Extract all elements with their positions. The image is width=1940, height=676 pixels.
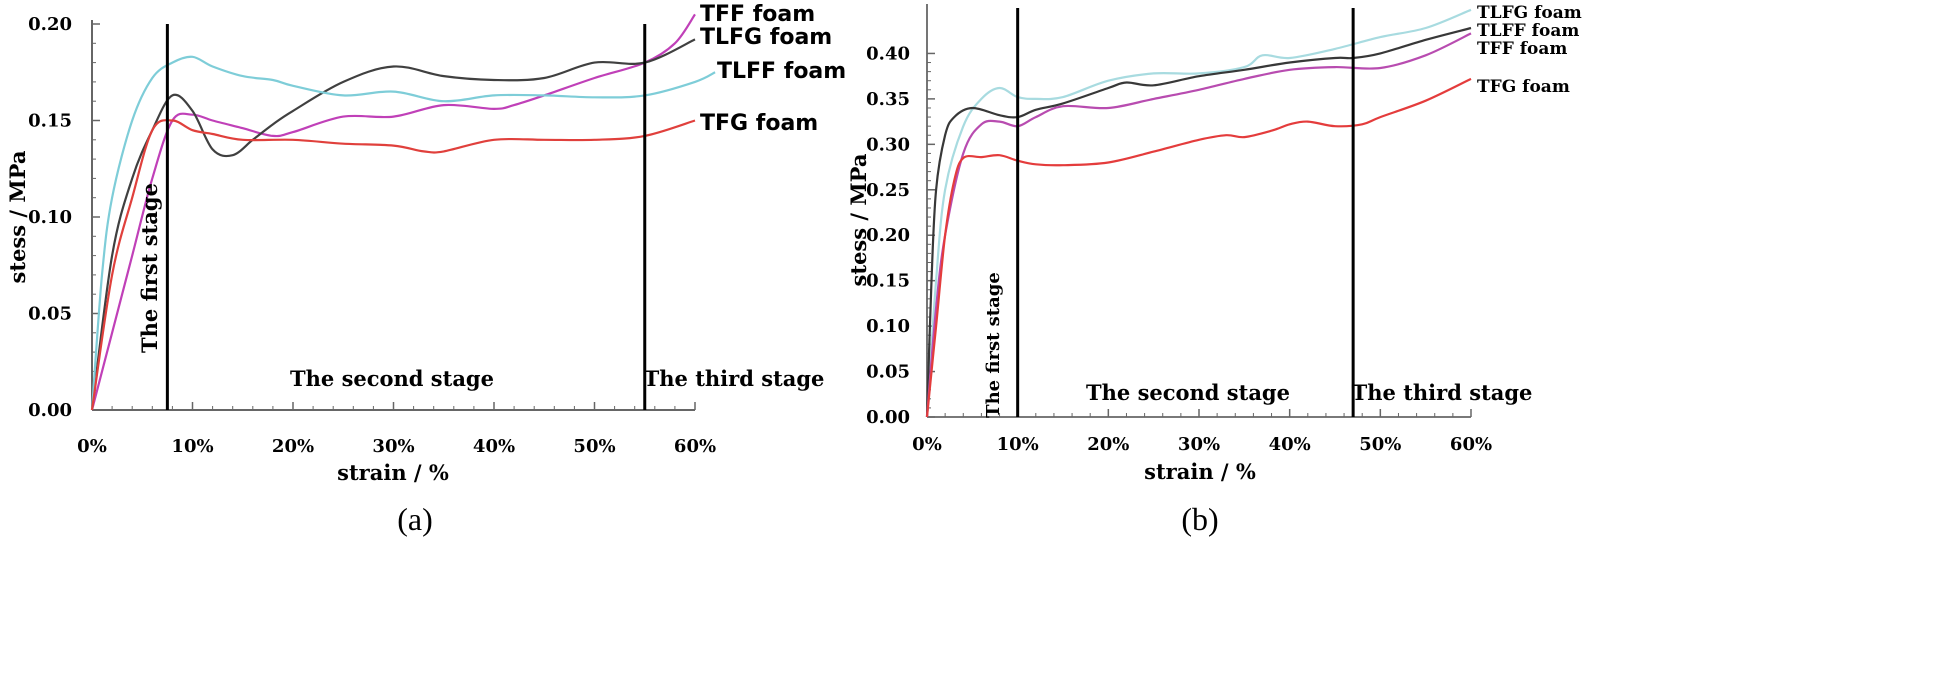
- series-line-3: [925, 77, 1472, 418]
- x-tick-label: 0%: [912, 434, 942, 455]
- y-tick-label: 0.20: [28, 14, 72, 35]
- y-tick-label: 0.25: [866, 180, 910, 201]
- series-line-1: [925, 26, 1472, 418]
- x-tick-label: 40%: [1269, 434, 1311, 455]
- y-tick-label: 0.05: [28, 304, 72, 325]
- stage-label-2: The third stage: [1352, 380, 1533, 405]
- x-tick-label: 20%: [272, 436, 314, 457]
- x-tick-label: 60%: [674, 436, 716, 457]
- stage-label-1: The second stage: [290, 366, 494, 391]
- x-tick-label: 50%: [1359, 434, 1401, 455]
- stage-label-0: The first stage: [137, 183, 162, 353]
- y-tick-label: 0.30: [866, 134, 910, 155]
- series-line-2: [90, 55, 716, 411]
- y-tick-label: 0.35: [866, 89, 910, 110]
- y-tick-label: 0.20: [866, 225, 910, 246]
- series-label-1: TLFF foam: [1477, 21, 1579, 41]
- x-tick-label: 60%: [1450, 434, 1492, 455]
- x-tick-label: 30%: [372, 436, 414, 457]
- chart-caption: (b): [1181, 501, 1218, 537]
- x-tick-label: 40%: [473, 436, 515, 457]
- stage-label-1: The second stage: [1086, 380, 1290, 405]
- series-line-0: [90, 13, 696, 411]
- y-tick-label: 0.10: [28, 207, 72, 228]
- x-tick-label: 0%: [77, 436, 107, 457]
- x-tick-label: 30%: [1178, 434, 1220, 455]
- y-tick-label: 0.00: [28, 400, 72, 421]
- series-label-0: TFF foam: [700, 2, 815, 27]
- series-label-1: TLFG foam: [700, 25, 832, 50]
- y-tick-label: 0.05: [866, 362, 910, 383]
- y-tick-label: 0.15: [28, 111, 72, 132]
- series-line-2: [925, 32, 1472, 418]
- chart-a: 0.00 0.05 0.10 0.15 0.20 0% 10% 20% 30% 40% 50% 60%…: [5, 2, 846, 537]
- y-axis-title: stess / MPa: [5, 150, 30, 283]
- series-label-3: TFG foam: [700, 111, 818, 136]
- y-tick-label: 0.15: [866, 271, 910, 292]
- series-label-2: TFF foam: [1477, 39, 1567, 59]
- series-line-0: [925, 8, 1472, 418]
- x-axis-title: strain / %: [1144, 459, 1256, 484]
- x-tick-label: 20%: [1087, 434, 1129, 455]
- stage-label-2: The third stage: [644, 366, 825, 391]
- y-axis-title: stess / MPa: [846, 153, 871, 286]
- x-tick-label: 50%: [573, 436, 615, 457]
- series-label-3: TFG foam: [1477, 77, 1570, 97]
- y-tick-label: 0.10: [866, 316, 910, 337]
- chart-b: 0.00 0.05 0.10 0.15 0.20 0.25 0.30 0.35 0.40 0% 10…: [846, 3, 1582, 537]
- x-axis-title: strain / %: [337, 460, 449, 485]
- series-line-3: [90, 119, 696, 411]
- chart-caption: (a): [397, 501, 433, 537]
- x-tick-label: 10%: [997, 434, 1039, 455]
- x-tick-label: 10%: [171, 436, 213, 457]
- stage-label-0: The first stage: [983, 272, 1004, 418]
- y-tick-label: 0.40: [866, 43, 910, 64]
- series-label-2: TLFF foam: [717, 59, 846, 84]
- y-tick-label: 0.00: [866, 407, 910, 428]
- series-label-0: TLFG foam: [1477, 3, 1582, 23]
- series-line-1: [90, 38, 696, 411]
